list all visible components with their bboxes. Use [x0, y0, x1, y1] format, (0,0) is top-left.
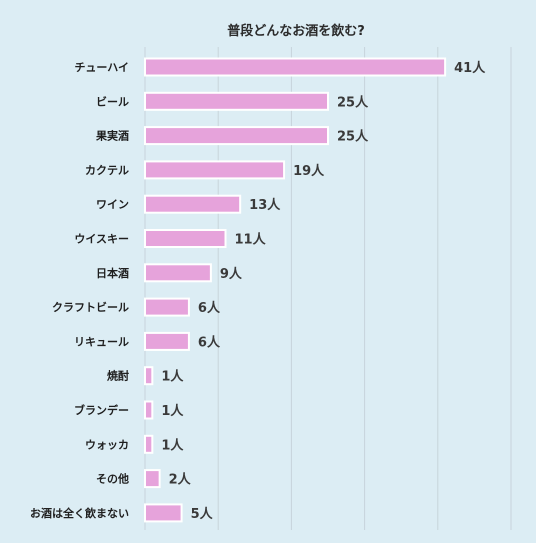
value-label: 9人 — [220, 266, 243, 282]
value-label: 1人 — [161, 403, 184, 419]
value-label: 25人 — [337, 94, 369, 110]
bar — [144, 57, 447, 77]
category-label: チューハイ — [74, 61, 129, 74]
value-label: 6人 — [198, 334, 221, 350]
category-label: ウイスキー — [74, 233, 129, 246]
value-label: 11人 — [235, 232, 267, 248]
value-label: 25人 — [337, 129, 369, 145]
value-label: 1人 — [161, 437, 184, 453]
value-label: 6人 — [198, 300, 221, 316]
bar — [144, 263, 212, 283]
value-label: 1人 — [161, 369, 184, 385]
chart-title: 普段どんなお酒を飲む? — [227, 23, 365, 39]
bar — [144, 160, 286, 180]
bar — [144, 194, 242, 214]
category-label: ブランデー — [74, 403, 129, 417]
category-label: 日本酒 — [96, 266, 129, 280]
category-label: ウォッカ — [85, 438, 129, 451]
category-label: 果実酒 — [95, 129, 129, 143]
value-label: 41人 — [454, 60, 486, 76]
value-label: 13人 — [249, 197, 281, 213]
bar — [144, 229, 227, 248]
bar — [144, 91, 329, 111]
bar — [144, 400, 154, 420]
category-label: ビール — [96, 94, 129, 108]
category-label: カクテル — [85, 164, 129, 177]
value-label: 5人 — [191, 506, 214, 522]
bar — [144, 126, 329, 146]
category-label: リキュール — [74, 335, 129, 348]
category-label: 焼酎 — [107, 369, 129, 383]
bar — [144, 331, 190, 351]
value-label: 2人 — [169, 472, 192, 488]
category-label: クラフトビール — [52, 300, 129, 314]
category-label: お酒は全く飲まない — [30, 506, 129, 520]
value-label: 19人 — [293, 163, 325, 179]
bar — [144, 434, 154, 454]
bar — [144, 503, 183, 523]
category-label: ワイン — [96, 198, 129, 211]
bar — [144, 366, 154, 386]
bar — [144, 469, 161, 489]
bar — [144, 297, 190, 317]
category-label: その他 — [96, 472, 129, 486]
